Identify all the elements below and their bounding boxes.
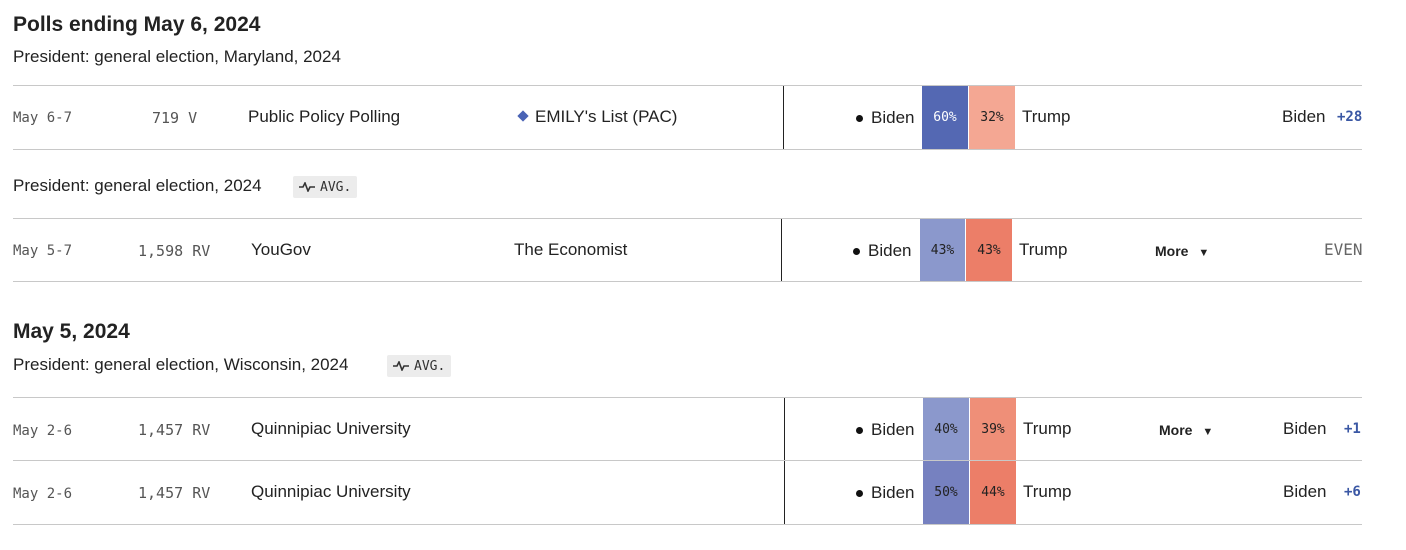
divider (13, 85, 1362, 86)
group-title: President: general election, Maryland, 2… (13, 47, 341, 66)
sponsor: The Economist (514, 240, 628, 259)
bullet-icon (856, 490, 863, 498)
more-button[interactable]: More ▼ (1155, 243, 1210, 259)
sponsor: EMILY's List (PAC) (517, 107, 677, 127)
divider (13, 218, 1362, 219)
leader-name: Biden (1283, 419, 1327, 438)
margin-value: +1 (1344, 421, 1361, 437)
divider (13, 397, 1362, 398)
trump-pct-bar: 43% (966, 219, 1012, 281)
partisan-diamond-icon (517, 109, 529, 122)
bullet-icon (853, 248, 860, 256)
biden-pct-bar: 50% (923, 461, 969, 524)
section-heading: Polls ending May 6, 2024 (13, 13, 261, 36)
bullet-icon (856, 427, 863, 435)
caret-down-icon: ▼ (1202, 426, 1214, 438)
group-title: President: general election, Wisconsin, … (13, 355, 349, 374)
pollster-link[interactable]: Quinnipiac University (251, 482, 411, 501)
pollster-link[interactable]: YouGov (251, 240, 311, 259)
margin-value: +6 (1344, 484, 1361, 500)
candidate-1: Biden (853, 241, 911, 261)
average-badge[interactable]: AVG. (293, 176, 358, 198)
trump-pct-bar: 44% (970, 461, 1016, 524)
candidate-2: Trump (1023, 482, 1072, 501)
pulse-icon (299, 182, 315, 192)
pollster-link[interactable]: Quinnipiac University (251, 419, 411, 438)
pulse-icon (393, 361, 409, 371)
biden-pct-bar: 60% (922, 86, 968, 149)
divider (13, 460, 1362, 461)
candidate-1: Biden (856, 108, 914, 128)
column-separator (784, 398, 785, 524)
sample-size: 719 V (152, 109, 198, 127)
biden-pct-bar: 40% (923, 398, 969, 460)
average-badge[interactable]: AVG. (387, 355, 452, 377)
sample-size: 1,457 RV (138, 484, 211, 502)
divider (13, 524, 1362, 525)
margin-value: EVEN (1324, 240, 1363, 259)
candidate-2: Trump (1022, 107, 1071, 126)
section-heading: May 5, 2024 (13, 320, 130, 343)
divider (13, 149, 1362, 150)
group-title: President: general election, 2024 (13, 176, 262, 195)
more-button[interactable]: More ▼ (1159, 422, 1214, 438)
pollster-link[interactable]: Public Policy Polling (248, 107, 401, 126)
trump-pct-bar: 39% (970, 398, 1016, 460)
biden-pct-bar: 43% (920, 219, 965, 281)
sample-size: 1,457 RV (138, 421, 211, 439)
candidate-2: Trump (1023, 419, 1072, 438)
poll-dates: May 2-6 (13, 486, 73, 502)
column-separator (783, 86, 784, 149)
column-separator (781, 219, 782, 281)
poll-dates: May 6-7 (13, 110, 73, 126)
bullet-icon (856, 115, 863, 123)
candidate-1: Biden (856, 483, 914, 503)
sample-size: 1,598 RV (138, 242, 211, 260)
divider (13, 281, 1362, 282)
caret-down-icon: ▼ (1198, 247, 1210, 259)
poll-dates: May 5-7 (13, 243, 73, 259)
candidate-1: Biden (856, 420, 914, 440)
margin-value: +28 (1337, 109, 1363, 125)
poll-dates: May 2-6 (13, 423, 73, 439)
leader-name: Biden (1283, 482, 1327, 501)
leader-name: Biden (1282, 107, 1326, 126)
trump-pct-bar: 32% (969, 86, 1015, 149)
candidate-2: Trump (1019, 240, 1068, 259)
